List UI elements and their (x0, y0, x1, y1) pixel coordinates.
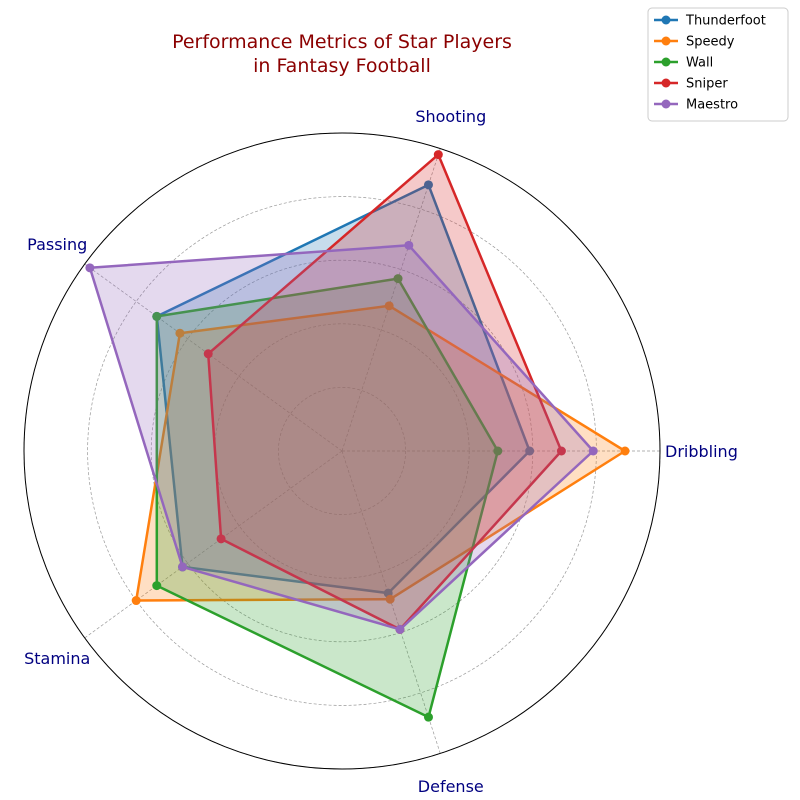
point-wall-stamina (152, 581, 162, 591)
point-wall-passing (152, 311, 162, 321)
line-thunderfoot (155, 183, 531, 595)
point-maestro-shooting (404, 240, 414, 250)
chart-title-line-1: Performance Metrics of Star Players (172, 31, 512, 53)
area-thunderfoot (156, 184, 530, 594)
chart-title-line-2: in Fantasy Football (253, 55, 431, 77)
axis-label-dribbling: Dribbling (665, 442, 738, 461)
legend-marker-speedy (661, 36, 671, 46)
point-maestro-dribbling (588, 446, 598, 456)
point-wall-shooting (393, 274, 403, 284)
legend-box (647, 7, 789, 122)
legend-item-wall: Wall (654, 56, 713, 71)
line-maestro (88, 244, 595, 631)
point-thunderfoot-shooting (423, 180, 433, 190)
point-speedy-passing (175, 328, 185, 338)
legend-item-maestro: Maestro (654, 98, 738, 113)
spoke-stamina (84, 450, 343, 639)
legend-item-speedy: Speedy (654, 35, 735, 50)
spoke-passing (84, 263, 343, 452)
point-thunderfoot-dribbling (525, 446, 535, 456)
point-sniper-dribbling (556, 446, 566, 456)
point-speedy-shooting (384, 301, 394, 311)
axis-labels: Dribbling Shooting Passing Stamina Defense (24, 107, 738, 796)
legend-label-speedy: Speedy (686, 35, 735, 50)
spoke-defense (341, 450, 441, 754)
legend-label-maestro: Maestro (686, 98, 738, 113)
legend-label-thunderfoot: Thunderfoot (685, 14, 766, 29)
axis-label-defense: Defense (418, 777, 484, 796)
point-wall-defense (423, 712, 433, 722)
legend-label-wall: Wall (686, 56, 713, 71)
point-maestro-defense (395, 624, 405, 634)
spoke-shooting (341, 148, 441, 452)
legend-marker-wall (661, 57, 671, 67)
legend-marker-sniper (661, 78, 671, 88)
radar-series-layer (85, 150, 630, 722)
legend-marker-maestro (661, 99, 671, 109)
point-maestro-passing (85, 263, 95, 273)
line-wall (155, 277, 500, 719)
point-maestro-stamina (177, 562, 187, 572)
point-speedy-defense (385, 594, 395, 604)
axis-label-stamina: Stamina (24, 649, 90, 668)
line-sniper (206, 153, 563, 631)
area-sniper (208, 154, 562, 630)
axis-label-passing: Passing (27, 235, 87, 254)
chart-legend: Thunderfoot Speedy Wall Sniper Maestro (647, 7, 789, 122)
point-wall-dribbling (493, 446, 503, 456)
point-sniper-shooting (433, 150, 443, 160)
point-sniper-passing (203, 349, 213, 359)
legend-label-sniper: Sniper (686, 77, 728, 92)
axis-label-shooting: Shooting (415, 107, 486, 126)
legend-item-thunderfoot: Thunderfoot (654, 14, 766, 29)
area-wall (156, 278, 498, 718)
point-speedy-dribbling (620, 446, 630, 456)
legend-marker-thunderfoot (661, 15, 671, 25)
grid-circle-1 (278, 387, 406, 515)
point-sniper-stamina (216, 534, 226, 544)
legend-item-sniper: Sniper (654, 77, 728, 92)
area-maestro (89, 245, 594, 630)
point-speedy-stamina (131, 596, 141, 606)
outer-frame (23, 132, 661, 770)
